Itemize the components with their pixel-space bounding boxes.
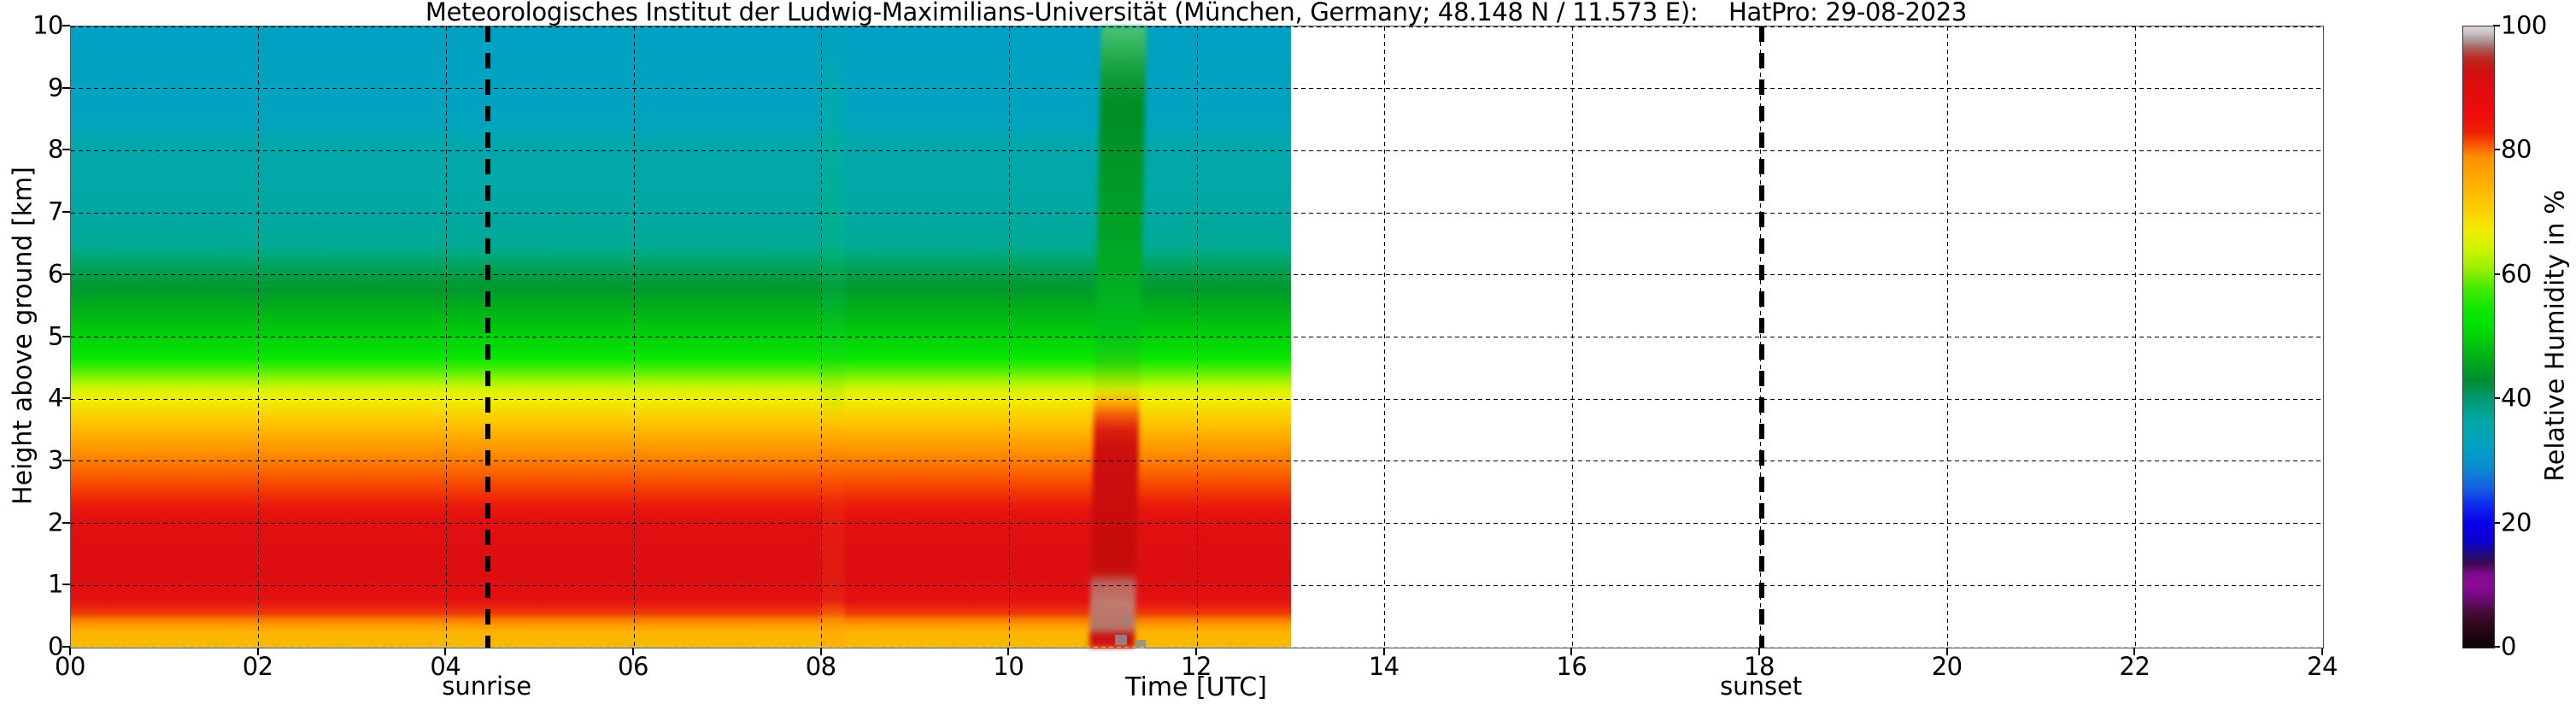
- colorbar-tick-label: 80: [2501, 134, 2532, 164]
- gridline-horizontal: [71, 523, 2323, 525]
- y-tick-label: 2: [48, 507, 63, 537]
- x-tick-label: 00: [55, 652, 85, 681]
- x-tick-label: 18: [1744, 652, 1775, 681]
- y-tick: [62, 25, 70, 26]
- y-tick: [62, 273, 70, 275]
- y-tick-label: 1: [48, 569, 63, 599]
- y-tick: [62, 149, 70, 151]
- colorbar-tick-label: 40: [2501, 383, 2532, 413]
- y-tick: [62, 397, 70, 400]
- y-tick: [62, 521, 70, 524]
- chart-title: Meteorologisches Institut der Ludwig-Max…: [425, 0, 1968, 26]
- y-tick: [62, 211, 70, 214]
- gridline-horizontal: [71, 88, 2323, 90]
- x-tick: [1945, 648, 1948, 655]
- saturation-spot: [1135, 640, 1146, 648]
- colorbar-tick: [2493, 521, 2500, 524]
- colorbar-label: Relative Humidity in %: [2540, 190, 2571, 482]
- saturation-spot: [1115, 635, 1127, 645]
- gridline-horizontal: [71, 584, 2323, 586]
- y-tick-label: 6: [48, 259, 63, 289]
- y-tick-label: 5: [48, 320, 63, 350]
- x-tick-label: 10: [993, 652, 1024, 681]
- y-tick: [62, 646, 70, 648]
- x-tick: [2133, 648, 2136, 655]
- gridline-horizontal: [71, 274, 2323, 276]
- y-tick-label: 9: [48, 73, 63, 103]
- colorbar-tick: [2493, 397, 2500, 400]
- x-tick-label: 08: [805, 652, 836, 681]
- y-tick: [62, 335, 70, 337]
- gridline-horizontal: [71, 398, 2323, 400]
- x-tick: [1382, 648, 1385, 655]
- gridline-horizontal: [71, 150, 2323, 151]
- x-tick-label: 04: [430, 652, 461, 681]
- x-tick-label: 22: [2119, 652, 2151, 681]
- y-tick-label: 8: [48, 134, 63, 164]
- sunrise-line: [484, 26, 490, 648]
- x-axis-label: Time [UTC]: [1125, 672, 1267, 702]
- x-tick-label: 12: [1181, 652, 1212, 681]
- gridline-horizontal: [71, 212, 2323, 214]
- y-tick-label: 3: [48, 445, 63, 475]
- x-tick: [69, 648, 71, 655]
- colorbar-tick: [2493, 25, 2500, 26]
- colorbar-tick: [2493, 273, 2500, 275]
- gridline-top: [71, 26, 2323, 27]
- colorbar-tick-label: 60: [2501, 259, 2532, 289]
- y-tick-label: 4: [48, 383, 63, 413]
- saturation-spot: [1124, 616, 1132, 623]
- gridline-bottom: [71, 647, 2323, 648]
- x-tick-label: 02: [242, 652, 273, 681]
- x-tick: [632, 648, 634, 655]
- x-tick: [1195, 648, 1197, 655]
- colorbar-tick: [2493, 646, 2500, 648]
- x-tick-label: 06: [618, 652, 648, 681]
- x-tick-label: 14: [1368, 652, 1399, 681]
- plot-area: [70, 26, 2324, 648]
- y-tick: [62, 459, 70, 461]
- sunset-line: [1759, 26, 1765, 648]
- x-tick: [2321, 648, 2323, 655]
- colorbar-tick-label: 100: [2501, 10, 2547, 40]
- colorbar-tick-label: 0: [2501, 631, 2516, 661]
- x-tick: [1007, 648, 1010, 655]
- y-tick: [62, 584, 70, 586]
- sunset-annotation: sunset: [1720, 672, 1803, 701]
- x-tick-label: 16: [1556, 652, 1587, 681]
- x-tick: [1758, 648, 1760, 655]
- x-tick: [819, 648, 822, 655]
- y-tick-label: 10: [32, 10, 63, 40]
- colorbar-tick-label: 20: [2501, 507, 2532, 537]
- y-tick: [62, 86, 70, 89]
- y-tick-label: 7: [48, 197, 63, 226]
- x-tick: [444, 648, 447, 655]
- x-tick-label: 24: [2307, 652, 2338, 681]
- colorbar: [2462, 26, 2495, 648]
- x-tick: [1570, 648, 1573, 655]
- x-tick: [256, 648, 259, 655]
- y-tick-label: 0: [48, 631, 63, 661]
- sunrise-annotation: sunrise: [442, 672, 532, 701]
- x-tick-label: 20: [1931, 652, 1963, 681]
- colorbar-tick: [2493, 149, 2500, 151]
